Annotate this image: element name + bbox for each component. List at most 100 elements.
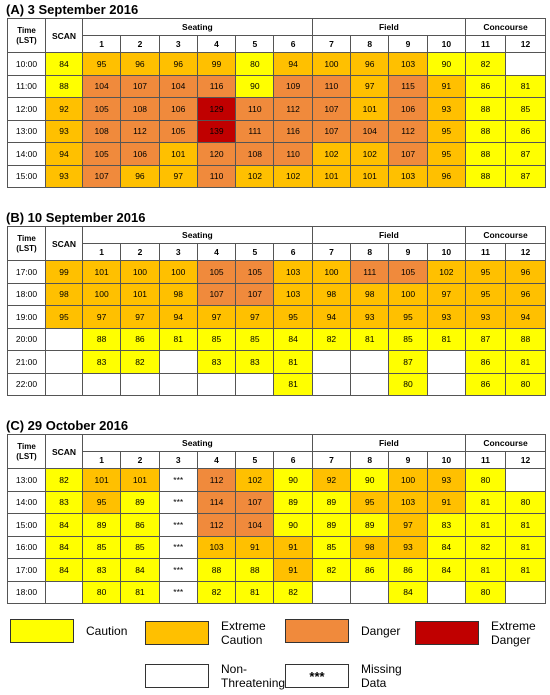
value-cell: 107: [120, 74, 160, 98]
heat-table: Time (LST) SCAN Seating Field Concourse 1 2 3 4 5…: [7, 434, 547, 604]
data-row: 11:00 88 104 107 104 116 90 109 110 97 115 91 86 81: [7, 74, 547, 98]
value-cell: 98: [350, 535, 390, 559]
legend-swatch: [285, 619, 349, 643]
data-row: 17:00 99 101 100 100 105 105 103 100 111 105 102 95 9…: [7, 260, 547, 284]
value-cell: 101: [120, 468, 160, 492]
data-row: 22:00 81 80 86 80: [7, 372, 547, 396]
value-cell: 81: [505, 535, 547, 559]
column-header: 1: [81, 35, 122, 53]
column-header: 4: [196, 243, 237, 261]
value-cell: 88: [505, 327, 547, 351]
value-cell: 93: [45, 119, 83, 143]
value-cell: 85: [235, 327, 275, 351]
value-cell: 101: [81, 260, 122, 284]
column-header: 2: [120, 35, 160, 53]
value-cell: 94: [158, 305, 198, 329]
column-header: 8: [350, 243, 390, 261]
value-cell: 103: [273, 282, 313, 306]
value-cell: 92: [45, 97, 83, 121]
value-cell: 96: [426, 164, 467, 188]
value-cell: 92: [311, 468, 352, 492]
table-section: (C) 29 October 2016 Time (LST) SCAN Seating…: [0, 418, 550, 624]
column-header: 5: [235, 451, 275, 469]
value-cell: 95: [273, 305, 313, 329]
data-row: 16:00 84 85 85 *** 103 91 91 85 98 93 84 82 81: [7, 535, 547, 559]
value-cell: [350, 350, 390, 374]
column-header: 4: [196, 451, 237, 469]
time-cell: 11:00: [7, 74, 46, 98]
value-cell: 84: [273, 327, 313, 351]
time-cell: 10:00: [7, 52, 46, 76]
value-cell: 86: [120, 513, 160, 537]
data-row: 14:00 83 95 89 *** 114 107 89 89 95 103 91 81 80: [7, 490, 547, 514]
value-cell: 89: [350, 513, 390, 537]
time-header: Time (LST): [7, 226, 46, 261]
time-cell: 17:00: [7, 260, 46, 284]
value-cell: 98: [158, 282, 198, 306]
value-cell: 80: [81, 580, 122, 604]
value-cell: ***: [158, 535, 198, 559]
value-cell: 100: [388, 282, 428, 306]
value-cell: 93: [350, 305, 390, 329]
column-header: 3: [158, 35, 198, 53]
value-cell: 105: [196, 260, 237, 284]
value-cell: 85: [505, 97, 547, 121]
value-cell: 86: [388, 558, 428, 582]
scan-header: SCAN: [45, 18, 83, 53]
column-header: 9: [388, 451, 428, 469]
header-row: Time (LST) SCAN Seating Field Concourse: [7, 18, 547, 53]
value-cell: 104: [158, 74, 198, 98]
group-header: Concourse: [465, 434, 547, 452]
value-cell: 95: [426, 119, 467, 143]
column-header: 10: [426, 35, 467, 53]
time-cell: 17:00: [7, 558, 46, 582]
table-title: (B) 10 September 2016: [6, 210, 146, 225]
header-row: 1 2 3 4 5 6 7 8 9 10 11 12: [8, 35, 547, 53]
header-row: 1 2 3 4 5 6 7 8 9 10 11 12: [8, 451, 547, 469]
value-cell: 81: [350, 327, 390, 351]
value-cell: 83: [196, 350, 237, 374]
value-cell: 106: [158, 97, 198, 121]
group-header: Seating: [82, 18, 313, 36]
column-header: 7: [311, 35, 352, 53]
value-cell: 93: [45, 164, 83, 188]
value-cell: 82: [311, 327, 352, 351]
value-cell: 80: [235, 52, 275, 76]
value-cell: 106: [120, 142, 160, 166]
value-cell: ***: [158, 513, 198, 537]
value-cell: [311, 350, 352, 374]
column-header: 1: [81, 243, 122, 261]
group-header: Seating: [82, 434, 313, 452]
value-cell: 111: [235, 119, 275, 143]
value-cell: ***: [158, 580, 198, 604]
value-cell: [505, 468, 547, 492]
header-row: Time (LST) SCAN Seating Field Concourse: [7, 434, 547, 469]
value-cell: 100: [388, 468, 428, 492]
time-cell: 18:00: [7, 282, 46, 306]
value-cell: 96: [505, 282, 547, 306]
time-cell: 18:00: [7, 580, 46, 604]
column-header: 4: [196, 35, 237, 53]
value-cell: 85: [388, 327, 428, 351]
value-cell: [350, 580, 390, 604]
value-cell: 93: [426, 97, 467, 121]
column-header: 9: [388, 243, 428, 261]
value-cell: 81: [273, 350, 313, 374]
legend-swatch: [415, 621, 479, 645]
value-cell: 87: [505, 142, 547, 166]
value-cell: 107: [235, 490, 275, 514]
value-cell: 110: [273, 142, 313, 166]
value-cell: 85: [196, 327, 237, 351]
value-cell: 96: [120, 52, 160, 76]
legend-swatch: ***: [285, 664, 349, 688]
column-header: 6: [273, 35, 313, 53]
value-cell: [45, 350, 83, 374]
column-header: 3: [158, 243, 198, 261]
time-cell: 21:00: [7, 350, 46, 374]
value-cell: 105: [158, 119, 198, 143]
value-cell: 112: [120, 119, 160, 143]
value-cell: 90: [350, 468, 390, 492]
time-cell: 15:00: [7, 164, 46, 188]
value-cell: 82: [465, 52, 507, 76]
column-header: 11: [465, 451, 507, 469]
